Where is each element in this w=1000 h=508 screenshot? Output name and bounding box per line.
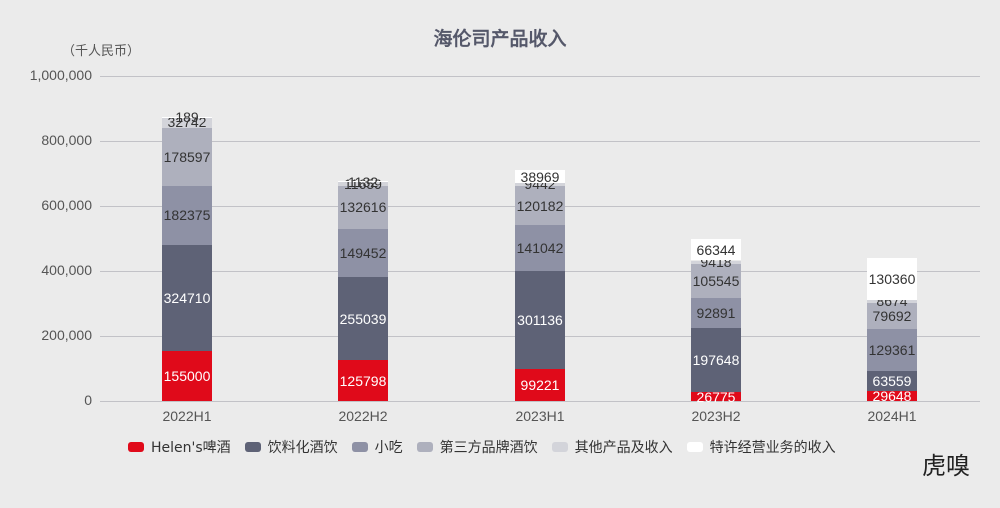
bar-segment xyxy=(691,260,741,264)
bar-segment xyxy=(162,185,212,246)
legend-label: 饮料化酒饮 xyxy=(267,440,338,456)
data-label: 155000 xyxy=(163,367,211,384)
y-tick-label: 200,000 xyxy=(41,327,92,343)
bar-segment xyxy=(867,391,917,401)
data-label: 120182 xyxy=(516,197,564,214)
legend-item[interactable]: Helen's啤酒 xyxy=(128,437,231,457)
bar-segment xyxy=(162,350,212,401)
x-tick-label: 2023H1 xyxy=(515,408,565,424)
legend-swatch xyxy=(128,442,144,452)
bar-segment xyxy=(515,170,565,183)
chart-title: 海伦司产品收入 xyxy=(433,28,567,50)
y-tick-label: 1,000,000 xyxy=(29,67,92,83)
data-label: 79692 xyxy=(872,307,912,324)
legend-swatch xyxy=(686,442,703,452)
x-tick-label: 2022H2 xyxy=(338,408,388,424)
y-tick-label: 0 xyxy=(84,392,92,408)
y-axis-unit-label: （千人民币） xyxy=(62,44,141,59)
data-label: 125798 xyxy=(339,372,387,389)
data-label: 92891 xyxy=(696,304,736,321)
data-label: 189 xyxy=(175,109,199,126)
x-tick-label: 2022H1 xyxy=(162,408,212,424)
data-label: 26775 xyxy=(696,388,736,405)
bar-segment xyxy=(515,185,565,226)
data-label: 324710 xyxy=(163,289,211,306)
legend-item[interactable]: 其他产品及收入 xyxy=(551,437,673,457)
bar-segment xyxy=(338,185,388,229)
legend-item[interactable]: 饮料化酒饮 xyxy=(244,437,338,457)
bar-segment xyxy=(338,181,388,186)
data-label: 66344 xyxy=(696,241,736,258)
legend-swatch xyxy=(551,442,568,452)
data-label: 99221 xyxy=(520,376,560,393)
y-tick-label: 800,000 xyxy=(41,132,92,148)
bar-segment xyxy=(867,299,917,303)
data-label: 1132 xyxy=(347,173,379,190)
bar-segment xyxy=(515,225,565,271)
bar-segment xyxy=(867,257,917,300)
bar-segment xyxy=(515,270,565,369)
bar-segment xyxy=(338,277,388,361)
legend-swatch xyxy=(351,442,368,452)
data-label: 255039 xyxy=(339,310,387,327)
bar-segment xyxy=(162,117,212,118)
legend-swatch xyxy=(244,442,261,452)
legend-item[interactable]: 特许经营业务的收入 xyxy=(686,437,836,457)
data-label: 29648 xyxy=(872,388,912,405)
x-tick-label: 2023H2 xyxy=(691,408,741,424)
bar-segment xyxy=(691,263,741,298)
bar-segment xyxy=(162,245,212,351)
bar-segment xyxy=(515,368,565,401)
bar-segment xyxy=(515,182,565,186)
data-label: 182375 xyxy=(163,207,211,224)
legend-item[interactable]: 小吃 xyxy=(351,437,403,457)
data-label: 178597 xyxy=(163,148,211,165)
data-label: 149452 xyxy=(339,244,387,261)
data-label: 105545 xyxy=(692,272,740,289)
bar-segment xyxy=(867,328,917,371)
bar-segment xyxy=(867,370,917,392)
legend-label: 特许经营业务的收入 xyxy=(709,440,836,456)
data-label: 63559 xyxy=(872,373,912,390)
gridline xyxy=(100,401,980,402)
legend-label: Helen's啤酒 xyxy=(151,440,231,456)
legend-item[interactable]: 第三方品牌酒饮 xyxy=(416,437,538,457)
gridline xyxy=(100,76,980,77)
legend-label: 小吃 xyxy=(374,440,403,456)
y-tick-label: 600,000 xyxy=(41,197,92,213)
legend-label: 其他产品及收入 xyxy=(574,440,673,456)
legend-swatch xyxy=(416,442,433,452)
bar-segment xyxy=(338,228,388,278)
data-label: 11659 xyxy=(344,175,382,192)
bar-segment xyxy=(338,360,388,401)
data-label: 197648 xyxy=(692,352,740,369)
bar-segment xyxy=(691,328,741,393)
y-tick-label: 400,000 xyxy=(41,262,92,278)
bar-segment xyxy=(867,302,917,329)
x-tick-label: 2024H1 xyxy=(867,408,917,424)
huxiu-logo: 虎嗅 xyxy=(922,452,970,480)
bar-segment xyxy=(338,181,388,182)
data-label: 38969 xyxy=(520,168,560,185)
bar-segment xyxy=(691,238,741,261)
legend: Helen's啤酒 饮料化酒饮 小吃 第三方品牌酒饮 其他产品及收入 特许经营业务的收入 xyxy=(128,437,850,457)
data-label: 141042 xyxy=(516,239,564,256)
data-label: 130360 xyxy=(868,270,916,287)
data-label: 132616 xyxy=(339,199,387,216)
data-label: 301136 xyxy=(517,311,563,328)
bar-segment xyxy=(162,127,212,186)
data-label: 129361 xyxy=(868,341,916,358)
legend-label: 第三方品牌酒饮 xyxy=(439,440,538,456)
data-label: 32742 xyxy=(167,114,207,131)
gridline xyxy=(100,141,980,142)
bar-segment xyxy=(691,297,741,329)
bar-segment xyxy=(691,392,741,401)
bar-segment xyxy=(162,117,212,128)
